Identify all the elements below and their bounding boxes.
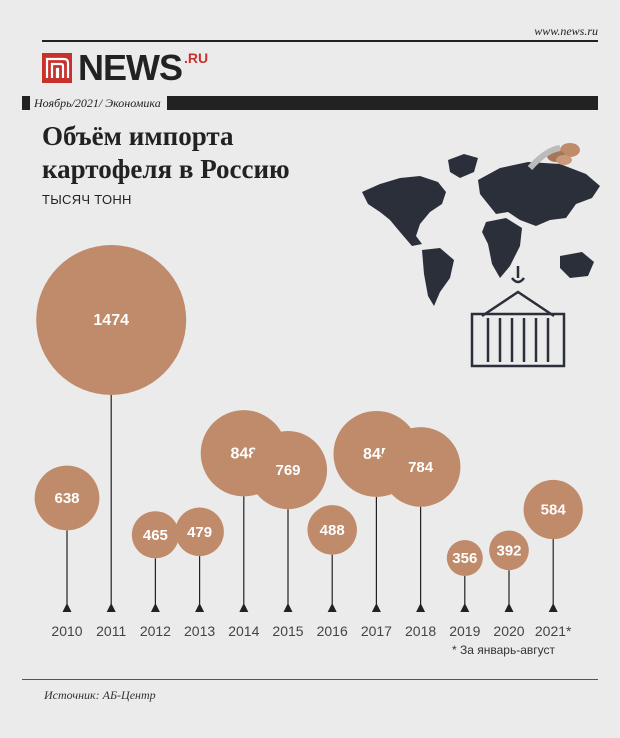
year-label: 2019 <box>449 623 480 639</box>
source-note: Источник: АБ-Центр <box>44 688 156 702</box>
value-bubble <box>307 505 357 555</box>
north-america-shape <box>362 176 446 246</box>
stem-marker <box>62 603 72 612</box>
value-label: 638 <box>54 490 79 507</box>
stem-marker <box>548 603 558 612</box>
logo-text: NEWS <box>78 47 183 88</box>
value-bubble <box>131 511 179 559</box>
australia-shape <box>560 252 594 278</box>
year-label: 2012 <box>140 623 171 639</box>
year-label: 2015 <box>272 623 303 639</box>
footnote: * За январь-август <box>452 643 556 657</box>
value-label: 465 <box>143 527 168 544</box>
top-rule <box>42 40 598 42</box>
stem-marker <box>327 603 337 612</box>
stem-marker <box>371 603 381 612</box>
chart-title: Объём импорта картофеля в Россию <box>42 121 290 184</box>
year-label: 2017 <box>361 623 392 639</box>
year-label: 2016 <box>317 623 348 639</box>
meta-text: Ноябрь/2021/ Экономика <box>30 96 167 110</box>
value-label: 784 <box>408 459 434 476</box>
year-label: 2020 <box>493 623 524 639</box>
year-label: 2011 <box>96 623 126 639</box>
value-bubble <box>248 431 328 510</box>
stems-layer: 2010 2011 2012 2013 2014 2015 2016 2017 2018 2019… <box>51 395 572 639</box>
stem-marker <box>239 603 249 612</box>
year-label: 2013 <box>184 623 215 639</box>
value-bubble <box>446 540 483 576</box>
value-label: 848 <box>230 445 257 462</box>
logo: NEWS .RU <box>42 47 209 88</box>
year-label: 2010 <box>51 623 82 639</box>
value-bubble <box>489 530 529 571</box>
year-label: 2014 <box>228 623 259 639</box>
value-bubble <box>175 507 224 557</box>
value-label: 488 <box>320 522 345 539</box>
value-bubble <box>523 479 583 540</box>
eurasia-shape <box>478 162 600 226</box>
value-label: 356 <box>452 550 477 567</box>
stem-marker <box>195 603 205 612</box>
value-label: 479 <box>187 524 212 541</box>
stem-marker <box>106 603 116 612</box>
value-label: 392 <box>496 542 521 559</box>
chart-subtitle: ТЫСЯЧ ТОНН <box>42 192 132 207</box>
logo-suffix: .RU <box>184 50 209 66</box>
stem-marker <box>150 603 160 612</box>
stem-marker <box>283 603 293 612</box>
value-label: 584 <box>541 501 567 518</box>
site-url: www.news.ru <box>534 24 598 38</box>
world-map-container-illustration <box>362 143 600 368</box>
africa-shape <box>482 218 522 278</box>
logo-icon <box>42 53 72 83</box>
value-bubble <box>36 245 187 395</box>
stem-marker <box>460 603 470 612</box>
value-label: 769 <box>275 462 300 479</box>
value-bubble <box>34 465 100 531</box>
arc-arrow <box>527 145 561 171</box>
bottom-rule <box>22 679 598 680</box>
south-america-shape <box>422 248 454 306</box>
stem-marker <box>504 603 514 612</box>
greenland-shape <box>448 154 478 178</box>
value-label: 1474 <box>93 312 129 329</box>
value-bubble <box>380 427 461 507</box>
potatoes-icon <box>547 143 580 165</box>
stem-marker <box>416 603 426 612</box>
container-icon <box>470 266 566 368</box>
year-label: 2021* <box>535 623 572 639</box>
year-label: 2018 <box>405 623 436 639</box>
